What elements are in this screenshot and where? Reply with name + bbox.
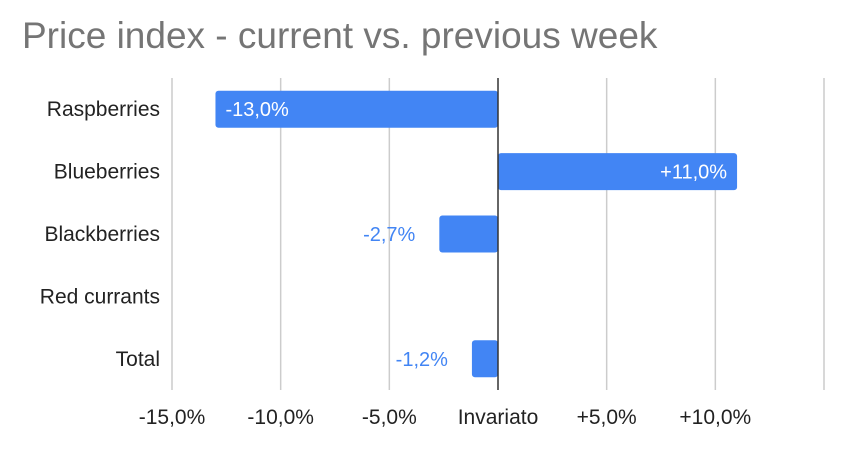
category-label: Raspberries bbox=[47, 98, 160, 121]
bar-total bbox=[471, 340, 498, 378]
category-label: Blueberries bbox=[54, 161, 160, 184]
x-tick-label: -15,0% bbox=[139, 406, 206, 429]
x-tick-label: -5,0% bbox=[362, 406, 417, 429]
category-label: Red currants bbox=[40, 285, 160, 308]
x-tick-label: Invariato bbox=[458, 406, 539, 429]
x-tick-label: +5,0% bbox=[577, 406, 637, 429]
category-labels: Raspberries Blueberries Blackberries Red cu… bbox=[40, 98, 160, 371]
gridlines bbox=[171, 78, 825, 390]
category-label: Total bbox=[116, 348, 160, 371]
x-tick-labels: -15,0% -10,0% -5,0% Invariato +5,0% +10,0% bbox=[139, 406, 752, 429]
bar-blackberries bbox=[439, 215, 498, 253]
bars bbox=[215, 90, 738, 378]
x-tick-label: +10,0% bbox=[679, 406, 751, 429]
chart-title: Price index - current vs. previous week bbox=[22, 15, 658, 56]
data-label: -13,0% bbox=[225, 99, 289, 121]
bar-blueberries bbox=[498, 153, 738, 191]
x-tick-label: -10,0% bbox=[247, 406, 314, 429]
data-label: -2,7% bbox=[363, 224, 415, 246]
bar-raspberries bbox=[215, 90, 498, 128]
data-label: -1,2% bbox=[396, 349, 448, 371]
data-label: +11,0% bbox=[660, 162, 727, 184]
category-label: Blackberries bbox=[44, 223, 160, 246]
data-labels: -13,0% +11,0% -2,7% -1,2% bbox=[225, 99, 727, 371]
